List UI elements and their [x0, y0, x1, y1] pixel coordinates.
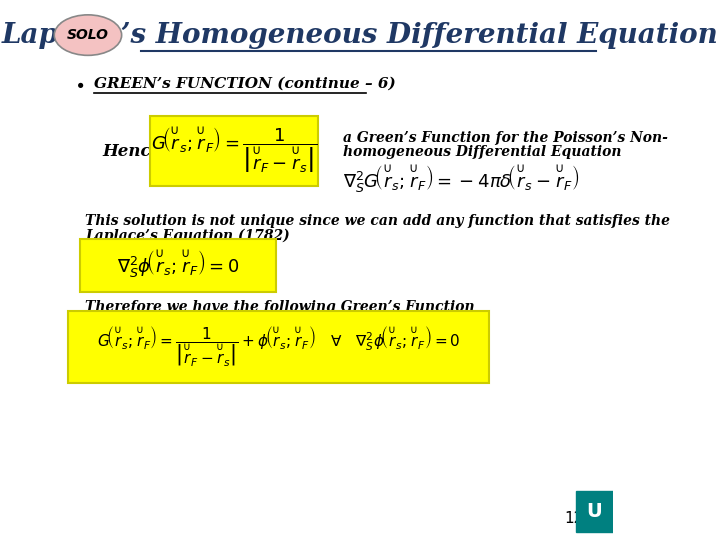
FancyBboxPatch shape — [68, 310, 490, 383]
Text: 12: 12 — [564, 511, 583, 526]
FancyBboxPatch shape — [576, 491, 613, 532]
Text: $\nabla_S^2 G\!\left(\overset{\cup}{r}_s;\overset{\cup}{r}_F\right)=-4\pi\delta\: $\nabla_S^2 G\!\left(\overset{\cup}{r}_s… — [343, 164, 580, 195]
Text: $\nabla_S^2\phi\!\left(\overset{\cup}{r}_s;\overset{\cup}{r}_F\right)=0$: $\nabla_S^2\phi\!\left(\overset{\cup}{r}… — [117, 249, 239, 280]
Text: Laplace’s Homogeneous Differential Equation: Laplace’s Homogeneous Differential Equat… — [1, 22, 719, 49]
Text: $\bullet$: $\bullet$ — [74, 75, 84, 93]
Text: Hence: Hence — [102, 143, 161, 160]
Text: This solution is not unique since we can add any function that satisfies the: This solution is not unique since we can… — [85, 214, 670, 228]
Text: $G\!\left(\overset{\cup}{r}_s;\overset{\cup}{r}_F\right)=\dfrac{1}{\left|\overse: $G\!\left(\overset{\cup}{r}_s;\overset{\… — [97, 325, 461, 369]
Text: homogeneous Differential Equation: homogeneous Differential Equation — [343, 145, 622, 159]
Text: $\mathbf{U}$: $\mathbf{U}$ — [586, 502, 602, 521]
FancyBboxPatch shape — [79, 239, 276, 292]
Ellipse shape — [54, 15, 122, 55]
Text: GREEN’s FUNCTION (continue – 6): GREEN’s FUNCTION (continue – 6) — [94, 77, 395, 91]
Text: SOLO: SOLO — [67, 28, 109, 42]
Text: a Green’s Function for the Poisson’s Non-: a Green’s Function for the Poisson’s Non… — [343, 131, 668, 145]
Text: Therefore we have the following Green’s Function: Therefore we have the following Green’s … — [85, 300, 474, 314]
Text: Laplace’s Equation (1782): Laplace’s Equation (1782) — [85, 229, 290, 243]
FancyBboxPatch shape — [150, 116, 318, 186]
Text: $G\!\left(\overset{\cup}{r}_s;\overset{\cup}{r}_F\right)=\dfrac{1}{\left|\overse: $G\!\left(\overset{\cup}{r}_s;\overset{\… — [150, 125, 317, 175]
